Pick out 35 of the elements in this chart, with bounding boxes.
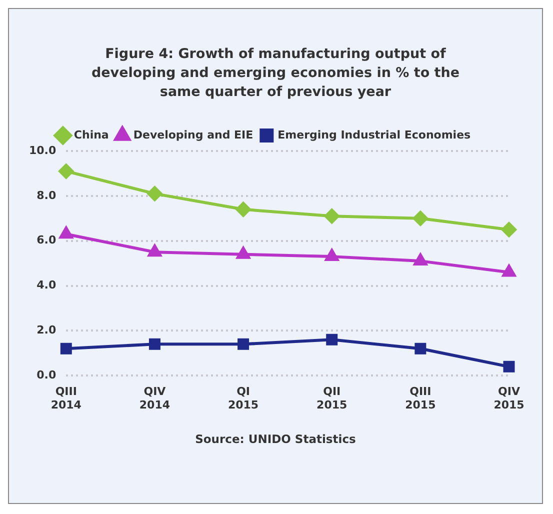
point xyxy=(59,226,73,239)
point xyxy=(238,338,250,350)
x-tick-label: QII 2015 xyxy=(316,385,348,412)
point xyxy=(325,249,339,262)
y-tick-label: 8.0 xyxy=(36,188,56,202)
y-tick-label: 10.0 xyxy=(29,144,56,157)
x-tick-label: QIII 2014 xyxy=(50,385,82,412)
point xyxy=(326,334,338,346)
point xyxy=(324,208,340,224)
point xyxy=(236,202,251,217)
point xyxy=(414,342,426,354)
point xyxy=(414,254,428,266)
legend-label: China xyxy=(74,128,109,142)
point xyxy=(148,244,162,257)
point xyxy=(236,246,250,259)
y-tick-label: 6.0 xyxy=(36,234,56,247)
x-tick-label: QIII 2015 xyxy=(405,385,436,412)
x-tick-label: QIV 2015 xyxy=(494,385,524,412)
x-tick-label: QI 2015 xyxy=(228,385,259,412)
y-tick-label: 0.0 xyxy=(36,368,56,382)
point xyxy=(147,186,162,202)
point xyxy=(503,360,515,372)
y-tick-label: 4.0 xyxy=(36,278,56,292)
point xyxy=(60,342,72,354)
point xyxy=(412,210,428,226)
point xyxy=(502,222,516,238)
chart-title: Figure 4: Growth of manufacturing output of developing and emerging economies in % to the same quarter of previous year xyxy=(90,45,461,102)
legend-label: Emerging Industrial Economies xyxy=(278,128,472,142)
source-note: Source: UNIDO Statistics xyxy=(194,432,357,446)
x-tick-label: QIV 2014 xyxy=(139,385,170,412)
point xyxy=(502,264,516,277)
y-tick-label: 2.0 xyxy=(36,324,56,337)
point xyxy=(148,338,160,350)
point xyxy=(58,164,74,179)
legend-label: Developing and EIE xyxy=(133,128,254,142)
